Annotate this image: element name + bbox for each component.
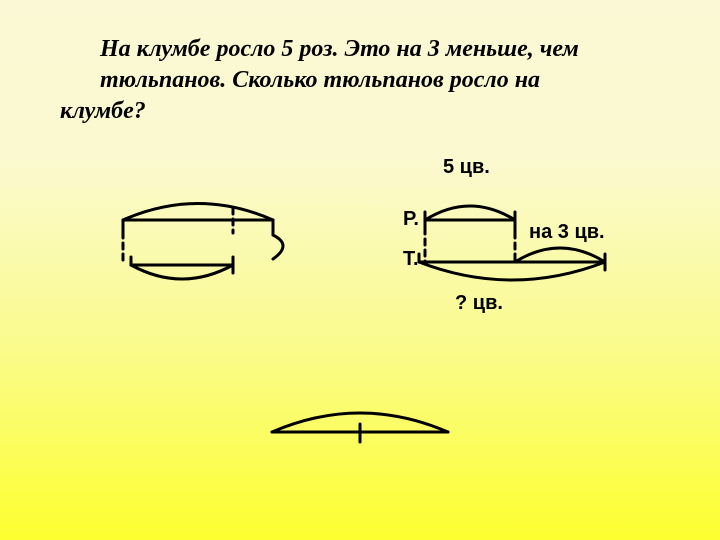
- label-roses: Р.: [403, 208, 419, 231]
- label-difference: на 3 цв.: [529, 221, 605, 244]
- bottom-single-arc: [260, 390, 460, 450]
- problem-text: На клумбе росло 5 роз. Это на 3 меньше, …: [60, 34, 660, 128]
- right-diagram: [395, 170, 655, 320]
- problem-line1: На клумбе росло 5 роз. Это на 3 меньше, …: [100, 36, 579, 62]
- problem-line2: тюльпанов. Сколько тюльпанов росло на: [100, 67, 540, 93]
- label-question: ? цв.: [455, 292, 503, 315]
- label-top-count: 5 цв.: [443, 156, 490, 179]
- problem-line3: клумбе?: [60, 98, 146, 124]
- label-tulips: Т.: [403, 248, 419, 271]
- left-diagram: [105, 175, 315, 305]
